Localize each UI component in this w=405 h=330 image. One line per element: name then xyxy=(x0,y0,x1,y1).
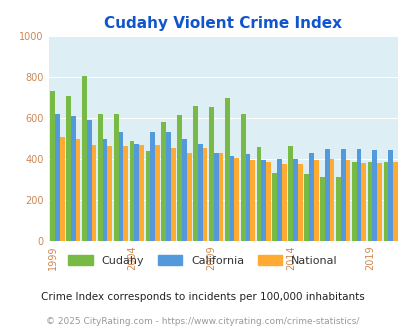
Bar xyxy=(245,154,249,241)
Bar xyxy=(371,150,376,241)
Bar xyxy=(272,173,277,241)
Bar xyxy=(249,160,254,241)
Bar xyxy=(145,151,150,241)
Bar xyxy=(335,178,340,241)
Bar xyxy=(186,153,191,241)
Bar xyxy=(92,145,96,241)
Bar xyxy=(202,148,207,241)
Bar xyxy=(319,178,324,241)
Bar xyxy=(197,144,202,241)
Bar xyxy=(383,162,388,241)
Bar xyxy=(107,146,112,241)
Bar xyxy=(256,147,261,241)
Bar xyxy=(134,144,139,241)
Bar xyxy=(392,162,397,241)
Bar xyxy=(388,150,392,241)
Bar xyxy=(166,132,171,241)
Bar xyxy=(98,114,102,241)
Bar xyxy=(75,139,80,241)
Bar xyxy=(71,116,75,241)
Bar xyxy=(102,139,107,241)
Bar xyxy=(277,159,281,241)
Bar xyxy=(123,146,128,241)
Bar xyxy=(297,164,302,241)
Bar xyxy=(266,162,270,241)
Bar xyxy=(292,159,297,241)
Bar xyxy=(55,114,60,241)
Bar xyxy=(171,148,175,241)
Bar xyxy=(193,106,197,241)
Bar xyxy=(150,132,155,241)
Bar xyxy=(234,158,239,241)
Bar xyxy=(50,90,55,241)
Bar xyxy=(367,162,371,241)
Bar xyxy=(66,96,71,241)
Bar xyxy=(155,145,160,241)
Bar xyxy=(240,114,245,241)
Bar xyxy=(139,145,144,241)
Bar xyxy=(161,122,166,241)
Bar xyxy=(113,114,118,241)
Bar xyxy=(261,160,266,241)
Bar xyxy=(360,163,365,241)
Text: © 2025 CityRating.com - https://www.cityrating.com/crime-statistics/: © 2025 CityRating.com - https://www.city… xyxy=(46,317,359,326)
Title: Cudahy Violent Crime Index: Cudahy Violent Crime Index xyxy=(104,16,341,31)
Text: Crime Index corresponds to incidents per 100,000 inhabitants: Crime Index corresponds to incidents per… xyxy=(41,292,364,302)
Bar xyxy=(313,160,318,241)
Bar xyxy=(303,174,308,241)
Bar xyxy=(324,149,329,241)
Bar xyxy=(376,163,381,241)
Bar xyxy=(209,107,213,241)
Bar xyxy=(340,149,345,241)
Legend: Cudahy, California, National: Cudahy, California, National xyxy=(64,251,341,271)
Bar xyxy=(213,153,218,241)
Bar xyxy=(181,139,186,241)
Bar xyxy=(288,146,292,241)
Bar xyxy=(218,153,223,241)
Bar xyxy=(345,160,350,241)
Bar xyxy=(329,159,334,241)
Bar xyxy=(308,153,313,241)
Bar xyxy=(229,156,234,241)
Bar xyxy=(224,98,229,241)
Bar xyxy=(177,115,181,241)
Bar xyxy=(118,132,123,241)
Bar xyxy=(82,76,87,241)
Bar xyxy=(356,149,360,241)
Bar xyxy=(87,120,92,241)
Bar xyxy=(281,164,286,241)
Bar xyxy=(60,137,64,241)
Bar xyxy=(129,141,134,241)
Bar xyxy=(351,162,356,241)
